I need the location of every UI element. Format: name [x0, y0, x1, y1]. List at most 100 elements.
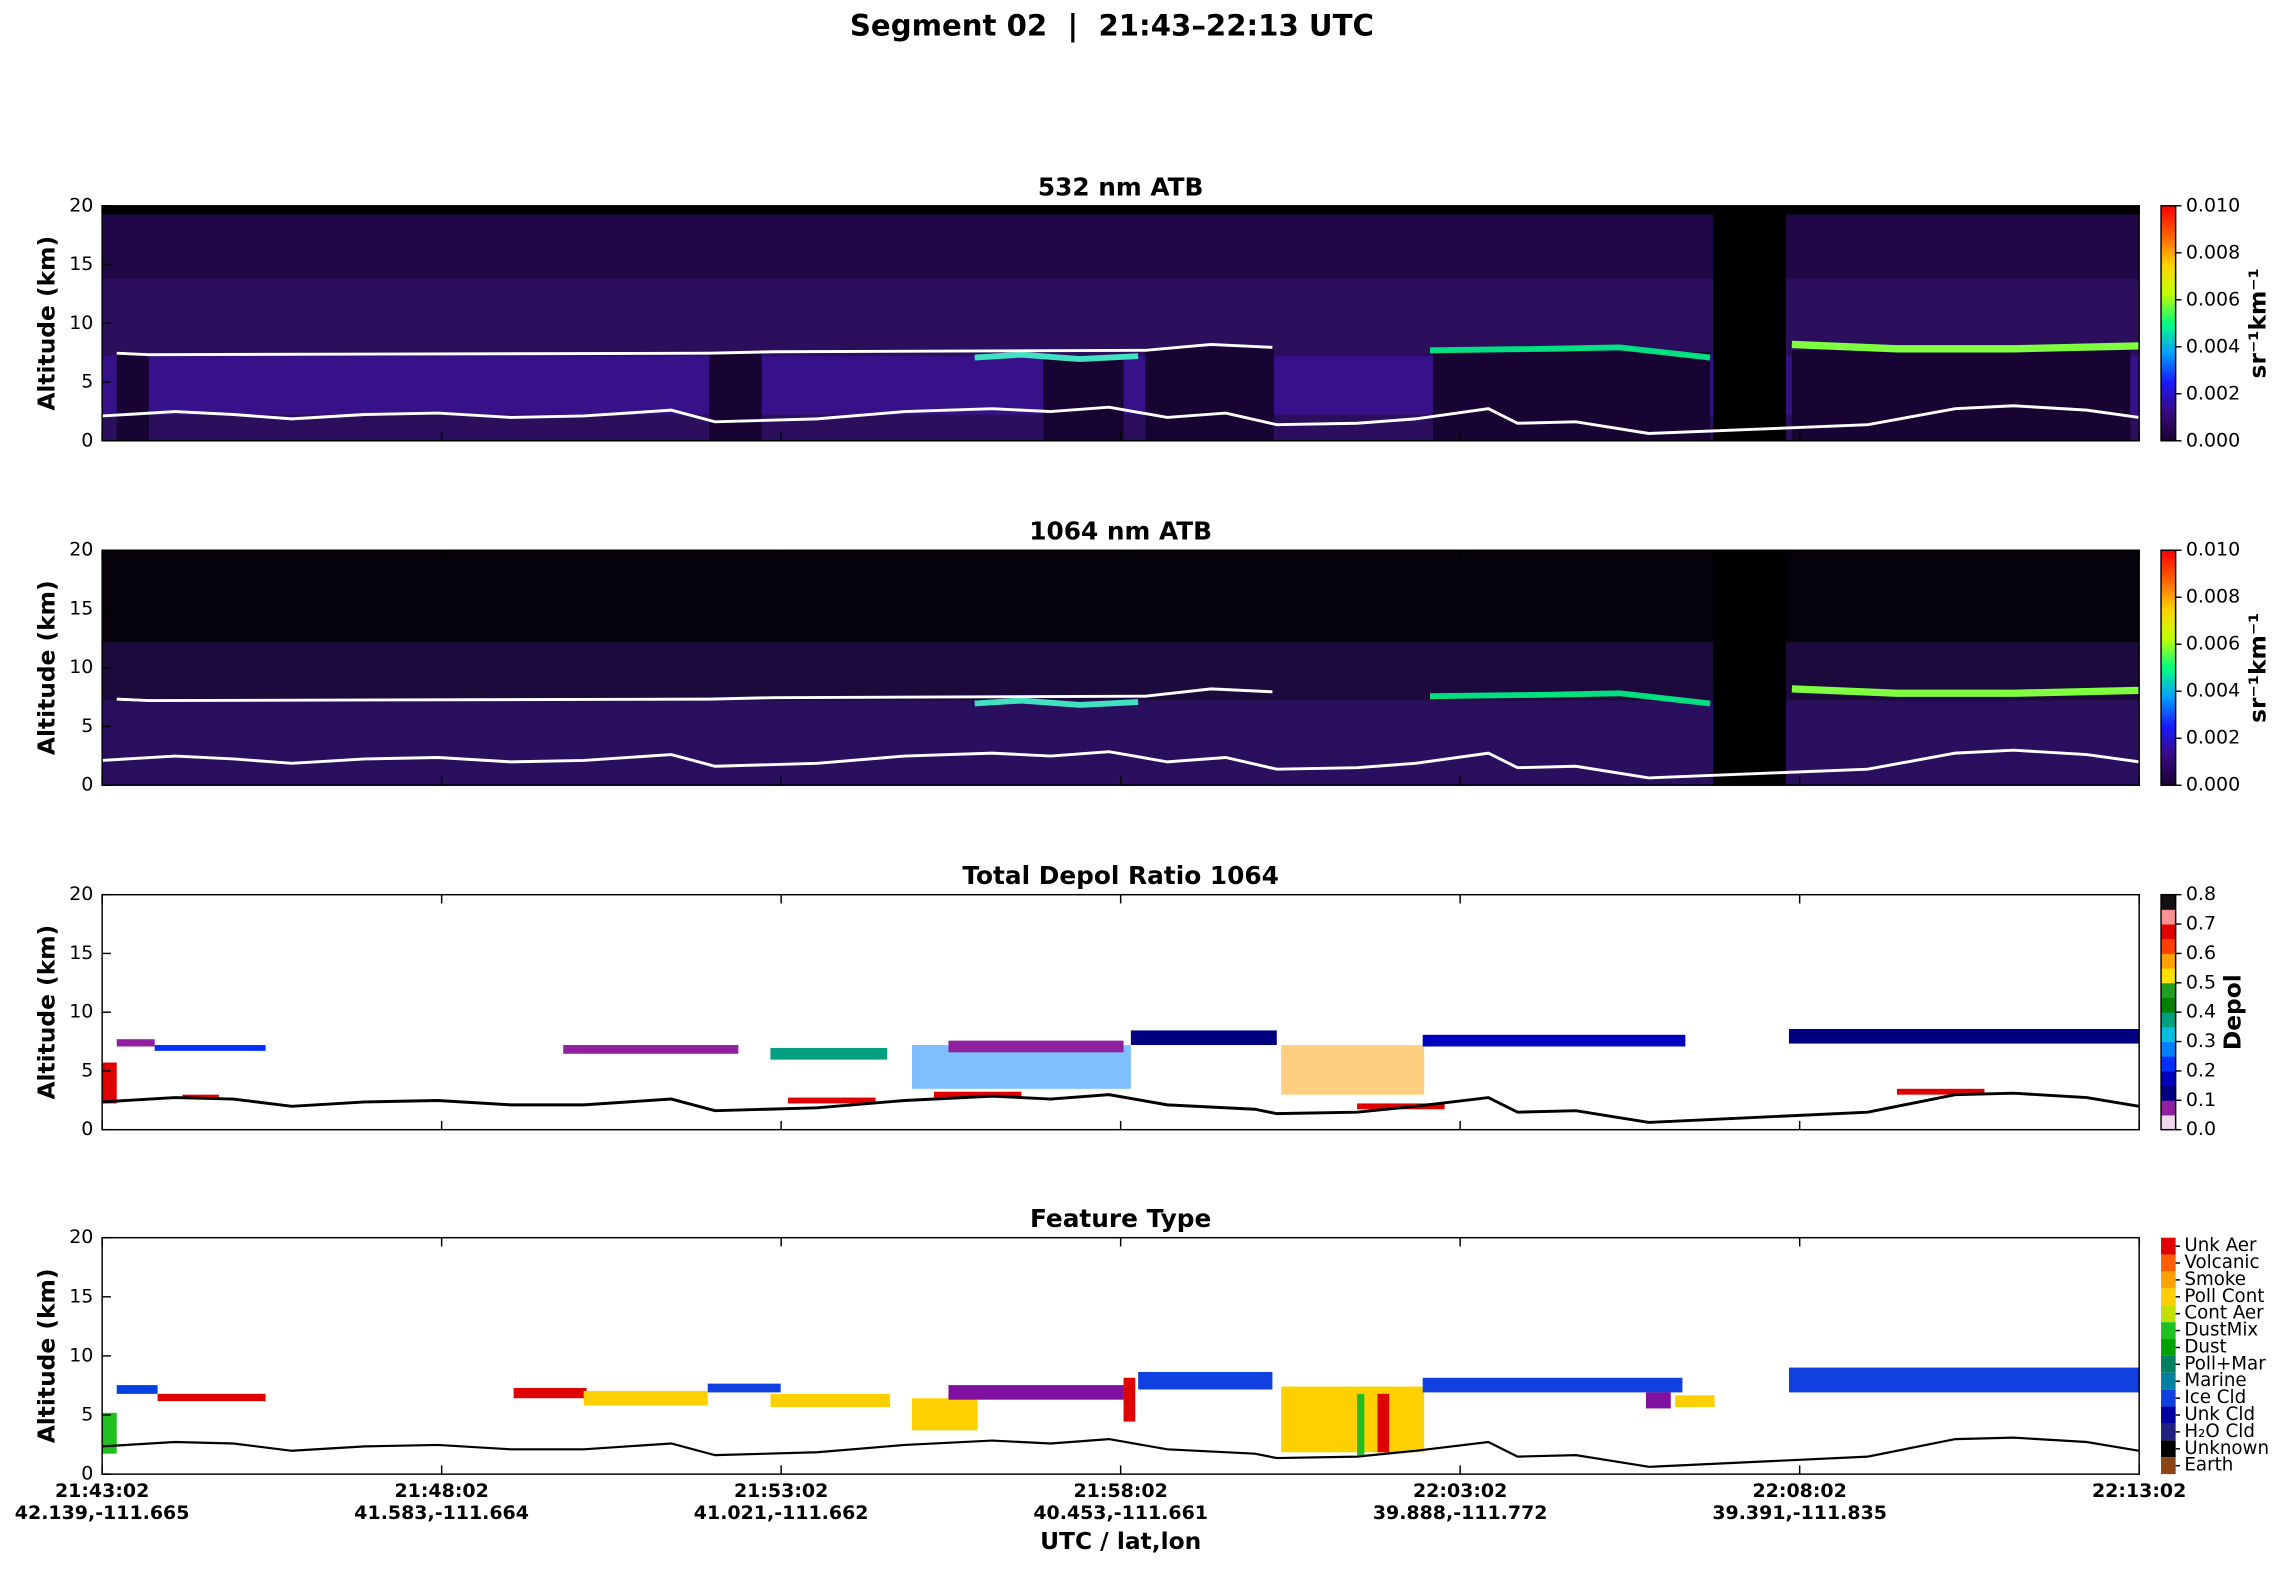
colorbar-tick-label: 0.4: [2186, 1001, 2216, 1023]
surface: [102, 1091, 2140, 1124]
surface: [102, 748, 2140, 780]
y-tick-label: 20: [69, 539, 93, 561]
colorbar-segment: [2161, 1070, 2176, 1087]
colorbar-segment: [2161, 1100, 2176, 1116]
feature: [1357, 1393, 1365, 1456]
feature: [102, 1412, 117, 1454]
x-tick-label: 22:13:02: [2092, 1480, 2186, 1502]
colorbar-category: Earth: [2184, 1455, 2233, 1476]
colorbar-category: Unk Aer: [2184, 1235, 2257, 1256]
colorbar-tick-label: 0.008: [2186, 586, 2240, 608]
feature: [1377, 1393, 1390, 1453]
shadow: [709, 353, 762, 441]
feature: [1138, 1371, 1273, 1390]
colorbar-segment: [2161, 924, 2176, 940]
layer: [1788, 1028, 2140, 1044]
colorbar-tick-label: 0.004: [2186, 680, 2240, 702]
y-axis-label: Altitude (km): [33, 236, 61, 411]
colorbar-category: Volcanic: [2184, 1252, 2259, 1273]
shadow: [1043, 359, 1124, 441]
y-axis-label: Altitude (km): [33, 925, 61, 1100]
layer: [563, 1045, 739, 1054]
colorbar-segment: [2161, 1085, 2176, 1101]
y-tick-label: 5: [81, 1404, 93, 1426]
colorbar-tick-label: 0.002: [2186, 382, 2240, 404]
feature: [157, 1393, 266, 1402]
y-tick-label: 5: [81, 715, 93, 737]
shadow: [1145, 347, 1274, 441]
cloud-top: [1429, 344, 1711, 361]
curtain-depol: [102, 1028, 2140, 1124]
x-tick-sublabel: 39.391,-111.835: [1712, 1502, 1887, 1524]
colorbar-category: Dust: [2184, 1336, 2226, 1357]
cloud-top: [1791, 685, 2140, 697]
x-tick-sublabel: 41.583,-111.664: [354, 1502, 529, 1524]
colorbar-label: sr⁻¹km⁻¹: [2243, 613, 2271, 723]
colorbar: [2161, 205, 2176, 441]
colorbar-category: Unk Cld: [2184, 1404, 2255, 1425]
colorbar-tick-label: 0.002: [2186, 727, 2240, 749]
colorbar-category: Poll+Mar: [2184, 1353, 2266, 1374]
feature: [1422, 1377, 1683, 1393]
colorbar-segment: [2161, 1237, 2176, 1255]
colorbar-tick-label: 0.000: [2186, 774, 2240, 796]
y-tick-label: 5: [81, 1059, 93, 1081]
colorbar-segment: [2161, 1026, 2176, 1042]
panel-title: 1064 nm ATB: [1029, 517, 1212, 546]
layer: [948, 1040, 1124, 1053]
colorbar-segment: [2161, 1372, 2176, 1390]
feature: [911, 1398, 978, 1431]
x-tick-label: 21:48:02: [394, 1480, 488, 1502]
colorbar-frame: [2160, 549, 2177, 786]
figure-title: Segment 02 | 21:43–22:13 UTC: [850, 9, 1374, 43]
colorbar-segment: [2161, 1288, 2176, 1306]
y-tick-label: 20: [69, 883, 93, 905]
cloud-top: [1791, 340, 2140, 353]
y-tick-label: 20: [69, 194, 93, 216]
y-axis-label: Altitude (km): [33, 580, 61, 755]
feature: [116, 1385, 158, 1394]
colorbar-category: H₂O Cld: [2184, 1421, 2255, 1442]
y-tick-label: 10: [69, 312, 93, 334]
layer: [116, 1039, 155, 1047]
colorbar-frame: [2160, 205, 2177, 442]
colorbar-segment: [2161, 953, 2176, 969]
cloud-top: [1429, 690, 1711, 707]
colorbar-category: Marine: [2184, 1370, 2246, 1391]
colorbar-tick-label: 0.8: [2186, 883, 2216, 905]
colorbar-segment: [2161, 1355, 2176, 1373]
panel-title: Feature Type: [1030, 1204, 1211, 1233]
colorbar: [2161, 550, 2176, 786]
layer: [933, 1091, 1022, 1098]
cloud-shadows: [116, 347, 2131, 441]
y-tick-label: 0: [81, 1463, 93, 1485]
layer: [1130, 1030, 1277, 1046]
y-tick-label: 15: [69, 1285, 93, 1307]
feature: [1675, 1395, 1715, 1407]
feature: [707, 1383, 781, 1393]
layer: [1281, 1045, 1425, 1095]
layer: [911, 1045, 1131, 1089]
feature: [1788, 1367, 2140, 1393]
y-tick-label: 5: [81, 371, 93, 393]
x-tick-sublabel: 39.888,-111.772: [1373, 1502, 1548, 1524]
x-tick-label: 21:58:02: [1073, 1480, 1167, 1502]
feature: [513, 1388, 587, 1399]
y-tick-label: 0: [81, 1118, 93, 1140]
colorbar-tick-label: 0.3: [2186, 1030, 2216, 1052]
colorbar-segment: [2161, 1322, 2176, 1340]
cloud-top: [974, 351, 1139, 362]
feature: [1645, 1392, 1671, 1409]
y-tick-label: 15: [69, 942, 93, 964]
x-tick-label: 21:43:02: [55, 1480, 149, 1502]
colorbar-segment: [2161, 894, 2176, 910]
colorbar-category: Poll Cont: [2184, 1286, 2264, 1307]
upper-layer: [102, 205, 2140, 279]
colorbar-segment: [2161, 1041, 2176, 1057]
plot-frame: [101, 893, 2140, 1131]
cloud-top: [116, 687, 1273, 703]
colorbar-tick-label: 0.1: [2186, 1089, 2216, 1111]
colorbar-segment: [2161, 1305, 2176, 1323]
colorbar-category: DustMix: [2184, 1320, 2258, 1341]
